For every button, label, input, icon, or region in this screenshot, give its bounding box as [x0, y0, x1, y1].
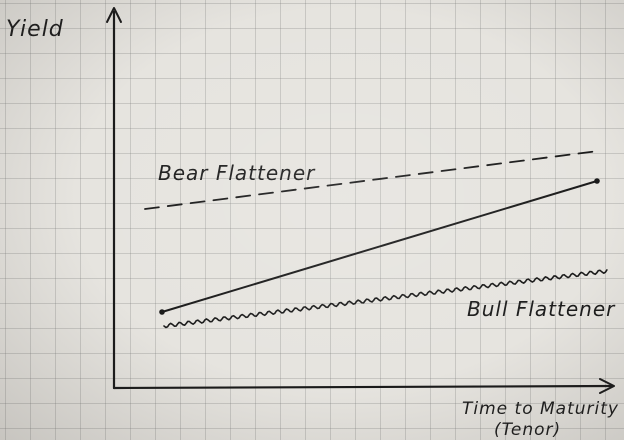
x-axis-label-line2: (Tenor): [494, 420, 561, 440]
y-axis-label: Yield: [6, 17, 64, 42]
base-yield-curve: [159, 178, 600, 315]
bull-flattener-curve: [163, 269, 608, 329]
base-curve-start-point: [159, 309, 165, 315]
x-axis: [112, 378, 615, 394]
base-curve-end-point: [594, 178, 600, 184]
bear-flattener-label: Bear Flattener: [158, 161, 316, 185]
bull-flattener-label: Bull Flattener: [467, 297, 616, 321]
x-axis-label-line1: Time to Maturity: [462, 399, 619, 419]
bear-flattener-curve: [144, 150, 599, 210]
y-axis: [106, 7, 122, 390]
